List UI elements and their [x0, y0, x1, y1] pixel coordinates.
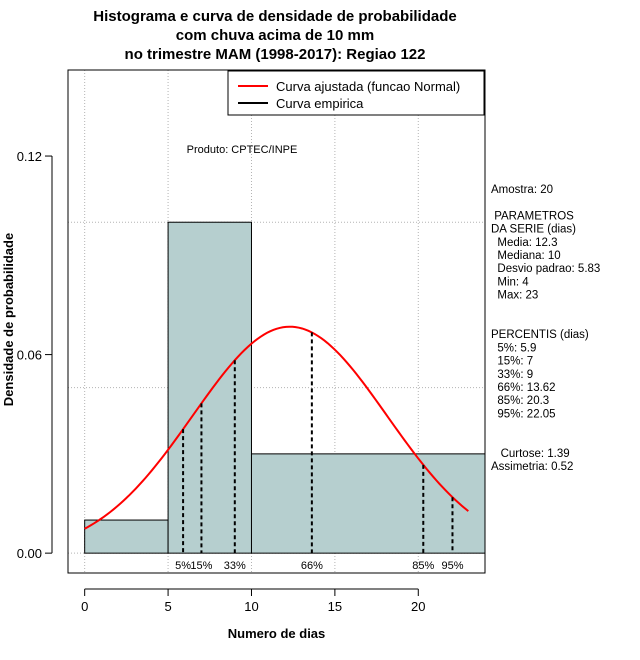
statistics-panel: Amostra: 20 PARAMETROS DA SERIE (dias) Me…: [491, 184, 600, 473]
histogram-bar: [167, 221, 252, 554]
stats-line: 85%: 20.3: [491, 395, 549, 407]
histogram-bar: [250, 453, 486, 554]
stats-line: Curtose: 1.39: [491, 448, 570, 460]
stats-line: 33%: 9: [491, 369, 533, 381]
legend-label-fitted: Curva ajustada (funcao Normal): [276, 79, 460, 94]
normal-curve-line: [84, 325, 469, 530]
stats-line: 5%: 5.9: [491, 342, 536, 354]
stats-line: Media: 12.3: [491, 237, 557, 249]
percentile-label: 85%: [412, 560, 434, 572]
x-tick-label: 5: [164, 599, 171, 614]
x-axis-title: Numero de dias: [228, 626, 326, 641]
chart-title: Histograma e curva de densidade de proba…: [93, 8, 456, 63]
legend-box: [227, 70, 485, 116]
x-tick-label: 0: [81, 599, 88, 614]
stats-line: 95%: 22.05: [491, 408, 556, 420]
stats-line: 66%: 13.62: [491, 382, 556, 394]
stats-line: Amostra: 20: [491, 184, 553, 196]
histogram-bar: [84, 519, 169, 554]
y-tick-label: 0.00: [17, 546, 42, 561]
stats-line: 15%: 7: [491, 356, 533, 368]
y-tick-label: 0.06: [17, 348, 42, 363]
y-tick-label: 0.12: [17, 149, 42, 164]
stats-line: Min: 4: [491, 276, 529, 288]
chart-title-line: com chuva acima de 10 mm: [176, 27, 374, 44]
x-tick-label: 10: [244, 599, 258, 614]
histogram-bars: [84, 221, 486, 554]
legend-label-empirical: Curva empirica: [276, 96, 364, 111]
axes: 0 5 10 15 20 0.00 0.06 0.12 Numero de dias Densid…: [1, 69, 486, 641]
product-annotation: Produto: CPTEC/INPE: [187, 144, 298, 156]
stats-line: PARAMETROS: [491, 210, 574, 222]
normal-curve: [84, 325, 469, 530]
legend: Curva ajustada (funcao Normal) Curva empi…: [227, 70, 485, 116]
y-axis-title: Densidade de probabilidade: [1, 233, 16, 406]
chart-title-line: Histograma e curva de densidade de proba…: [93, 8, 456, 25]
chart-title-line: no trimestre MAM (1998-2017): Regiao 122: [125, 46, 426, 63]
percentile-label: 5%: [175, 560, 191, 572]
x-tick-label: 20: [411, 599, 425, 614]
stats-line: DA SERIE (dias): [491, 224, 576, 236]
plot-frame: [67, 69, 486, 574]
x-tick-label: 15: [328, 599, 342, 614]
stats-line: Max: 23: [491, 290, 538, 302]
stats-line: Mediana: 10: [491, 250, 561, 262]
percentile-label: 66%: [301, 560, 323, 572]
percentile-label: 33%: [224, 560, 246, 572]
stats-line: Assimetria: 0.52: [491, 461, 573, 473]
stats-line: Desvio padrao: 5.83: [491, 263, 600, 275]
percentile-label: 95%: [441, 560, 463, 572]
percentile-label: 15%: [190, 560, 212, 572]
percentile-markers: 5% 15% 33% 66% 85% 95% Produto: CPTEC/INPE: [175, 144, 464, 572]
stats-line: PERCENTIS (dias): [491, 329, 589, 341]
